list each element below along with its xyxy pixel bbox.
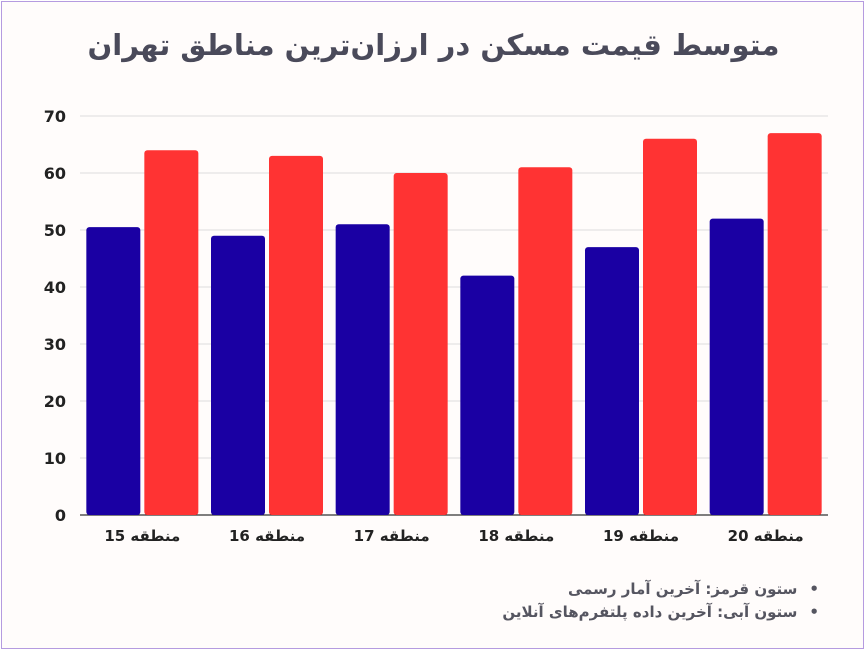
bar [709,218,764,515]
bar [518,167,573,516]
bar [585,247,639,515]
legend-notes: ستون قرمز: آخرین آمار رسمی ستون آبی: آخر… [502,580,819,626]
y-tick-label: 30 [44,335,66,354]
x-tick-label: منطقه 19 [603,527,679,545]
x-tick-label: منطقه 16 [229,527,305,545]
bar [144,150,199,515]
y-tick-label: 50 [44,221,66,240]
x-tick-label: منطقه 20 [728,527,804,545]
bar [335,224,390,516]
y-tick-label: 70 [44,107,66,126]
bar [767,133,822,515]
y-tick-labels: 0 10 20 30 40 50 60 70 [44,107,66,525]
chart-title: متوسط قیمت مسکن در ارزان‌ترین مناطق تهرا… [87,28,780,62]
bar [393,173,448,515]
y-tick-label: 40 [44,278,66,297]
bar [269,155,323,515]
x-tick-label: منطقه 15 [104,527,180,545]
note-blue: ستون آبی: آخرین داده پلتفرم‌های آنلاین [502,603,819,621]
grid-lines [80,115,828,516]
y-tick-label: 10 [44,449,66,468]
x-tick-labels: منطقه 15 منطقه 16 منطقه 17 منطقه 18 منطقه 19… [104,527,803,545]
y-tick-label: 20 [44,392,66,411]
bar [211,235,265,515]
bars [86,133,822,516]
y-tick-label: 60 [44,164,66,183]
x-tick-label: منطقه 17 [354,527,430,545]
note-red: ستون قرمز: آخرین آمار رسمی [502,580,819,598]
y-tick-label: 0 [55,506,66,525]
bar [643,138,697,516]
bar [460,275,515,515]
x-tick-label: منطقه 18 [478,527,554,545]
bar [86,227,141,515]
